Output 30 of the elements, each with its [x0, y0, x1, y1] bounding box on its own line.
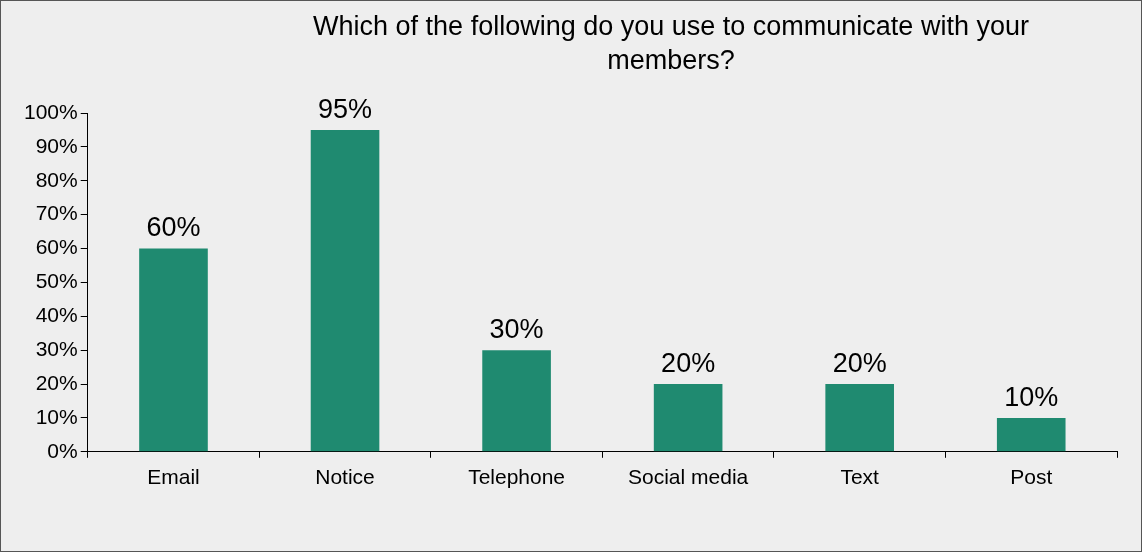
chart-title: Which of the following do you use to communicate with your members?	[312, 10, 1030, 77]
bar	[310, 129, 380, 452]
y-tick-label: 60%	[35, 235, 78, 259]
data-label: 20%	[661, 347, 716, 378]
data-label: 60%	[146, 212, 201, 243]
bar	[139, 248, 208, 452]
x-tick-label: Telephone	[468, 465, 566, 489]
bar	[482, 350, 551, 452]
data-label: 10%	[1004, 381, 1059, 412]
y-tick-label: 0%	[47, 438, 78, 462]
data-label: 95%	[318, 93, 373, 124]
y-tick-label: 20%	[35, 370, 78, 394]
y-tick-label: 10%	[35, 404, 78, 428]
y-tick-label: 30%	[35, 336, 78, 360]
bar	[996, 417, 1066, 452]
x-tick-label: Post	[1010, 465, 1053, 489]
y-tick-label: 70%	[35, 201, 78, 225]
data-label: 30%	[489, 314, 544, 345]
x-tick-label: Email	[147, 465, 200, 489]
bar	[653, 384, 723, 452]
x-tick-label: Notice	[315, 465, 375, 489]
y-tick-label: 90%	[35, 133, 78, 157]
y-tick-label: 50%	[35, 269, 78, 293]
bar	[825, 384, 894, 452]
y-tick-label: 100%	[23, 99, 78, 123]
y-tick-label: 80%	[35, 167, 78, 191]
y-tick-label: 40%	[35, 303, 78, 327]
data-label: 20%	[832, 347, 887, 378]
x-tick-label: Social media	[628, 465, 749, 489]
x-tick-label: Text	[840, 465, 880, 489]
